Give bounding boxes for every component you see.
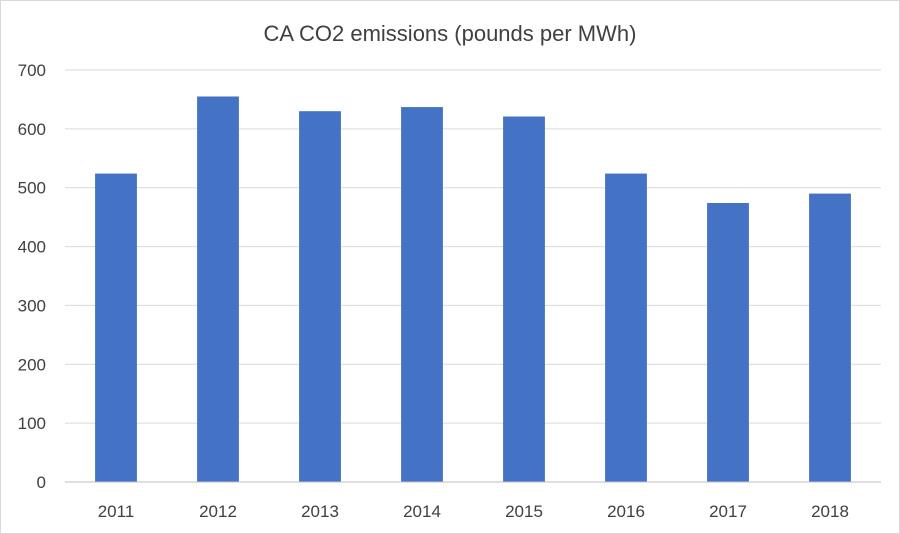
bar-2015 — [503, 116, 545, 483]
y-tick-label: 300 — [18, 296, 46, 315]
bar-2013 — [299, 111, 341, 482]
bar-2016 — [605, 173, 647, 483]
bar-2018 — [809, 193, 851, 482]
x-tick-label: 2017 — [709, 502, 747, 521]
x-tick-label: 2012 — [199, 502, 237, 521]
gridlines — [65, 69, 881, 424]
x-tick-label: 2015 — [505, 502, 543, 521]
x-tick-label: 2018 — [811, 502, 849, 521]
x-tick-label: 2014 — [403, 502, 441, 521]
chart-title: CA CO2 emissions (pounds per MWh) — [264, 21, 637, 46]
bar-2014 — [401, 107, 443, 482]
y-tick-label: 500 — [18, 179, 46, 198]
y-tick-label: 700 — [18, 61, 46, 80]
y-tick-label: 400 — [18, 238, 46, 257]
y-tick-label: 0 — [37, 473, 46, 492]
y-tick-label: 100 — [18, 414, 46, 433]
x-axis-ticks: 2011 2012 2013 2014 2015 2016 2017 2018 — [98, 502, 849, 521]
x-tick-label: 2016 — [607, 502, 645, 521]
bar-2011 — [95, 173, 137, 483]
x-tick-label: 2013 — [301, 502, 339, 521]
y-axis-ticks: 0 100 200 300 400 500 600 700 — [18, 61, 46, 492]
bar-2012 — [197, 96, 239, 482]
y-tick-label: 200 — [18, 355, 46, 374]
bar-2017 — [707, 203, 749, 482]
x-tick-label: 2011 — [98, 502, 135, 521]
y-tick-label: 600 — [18, 120, 46, 139]
bars — [95, 96, 851, 483]
